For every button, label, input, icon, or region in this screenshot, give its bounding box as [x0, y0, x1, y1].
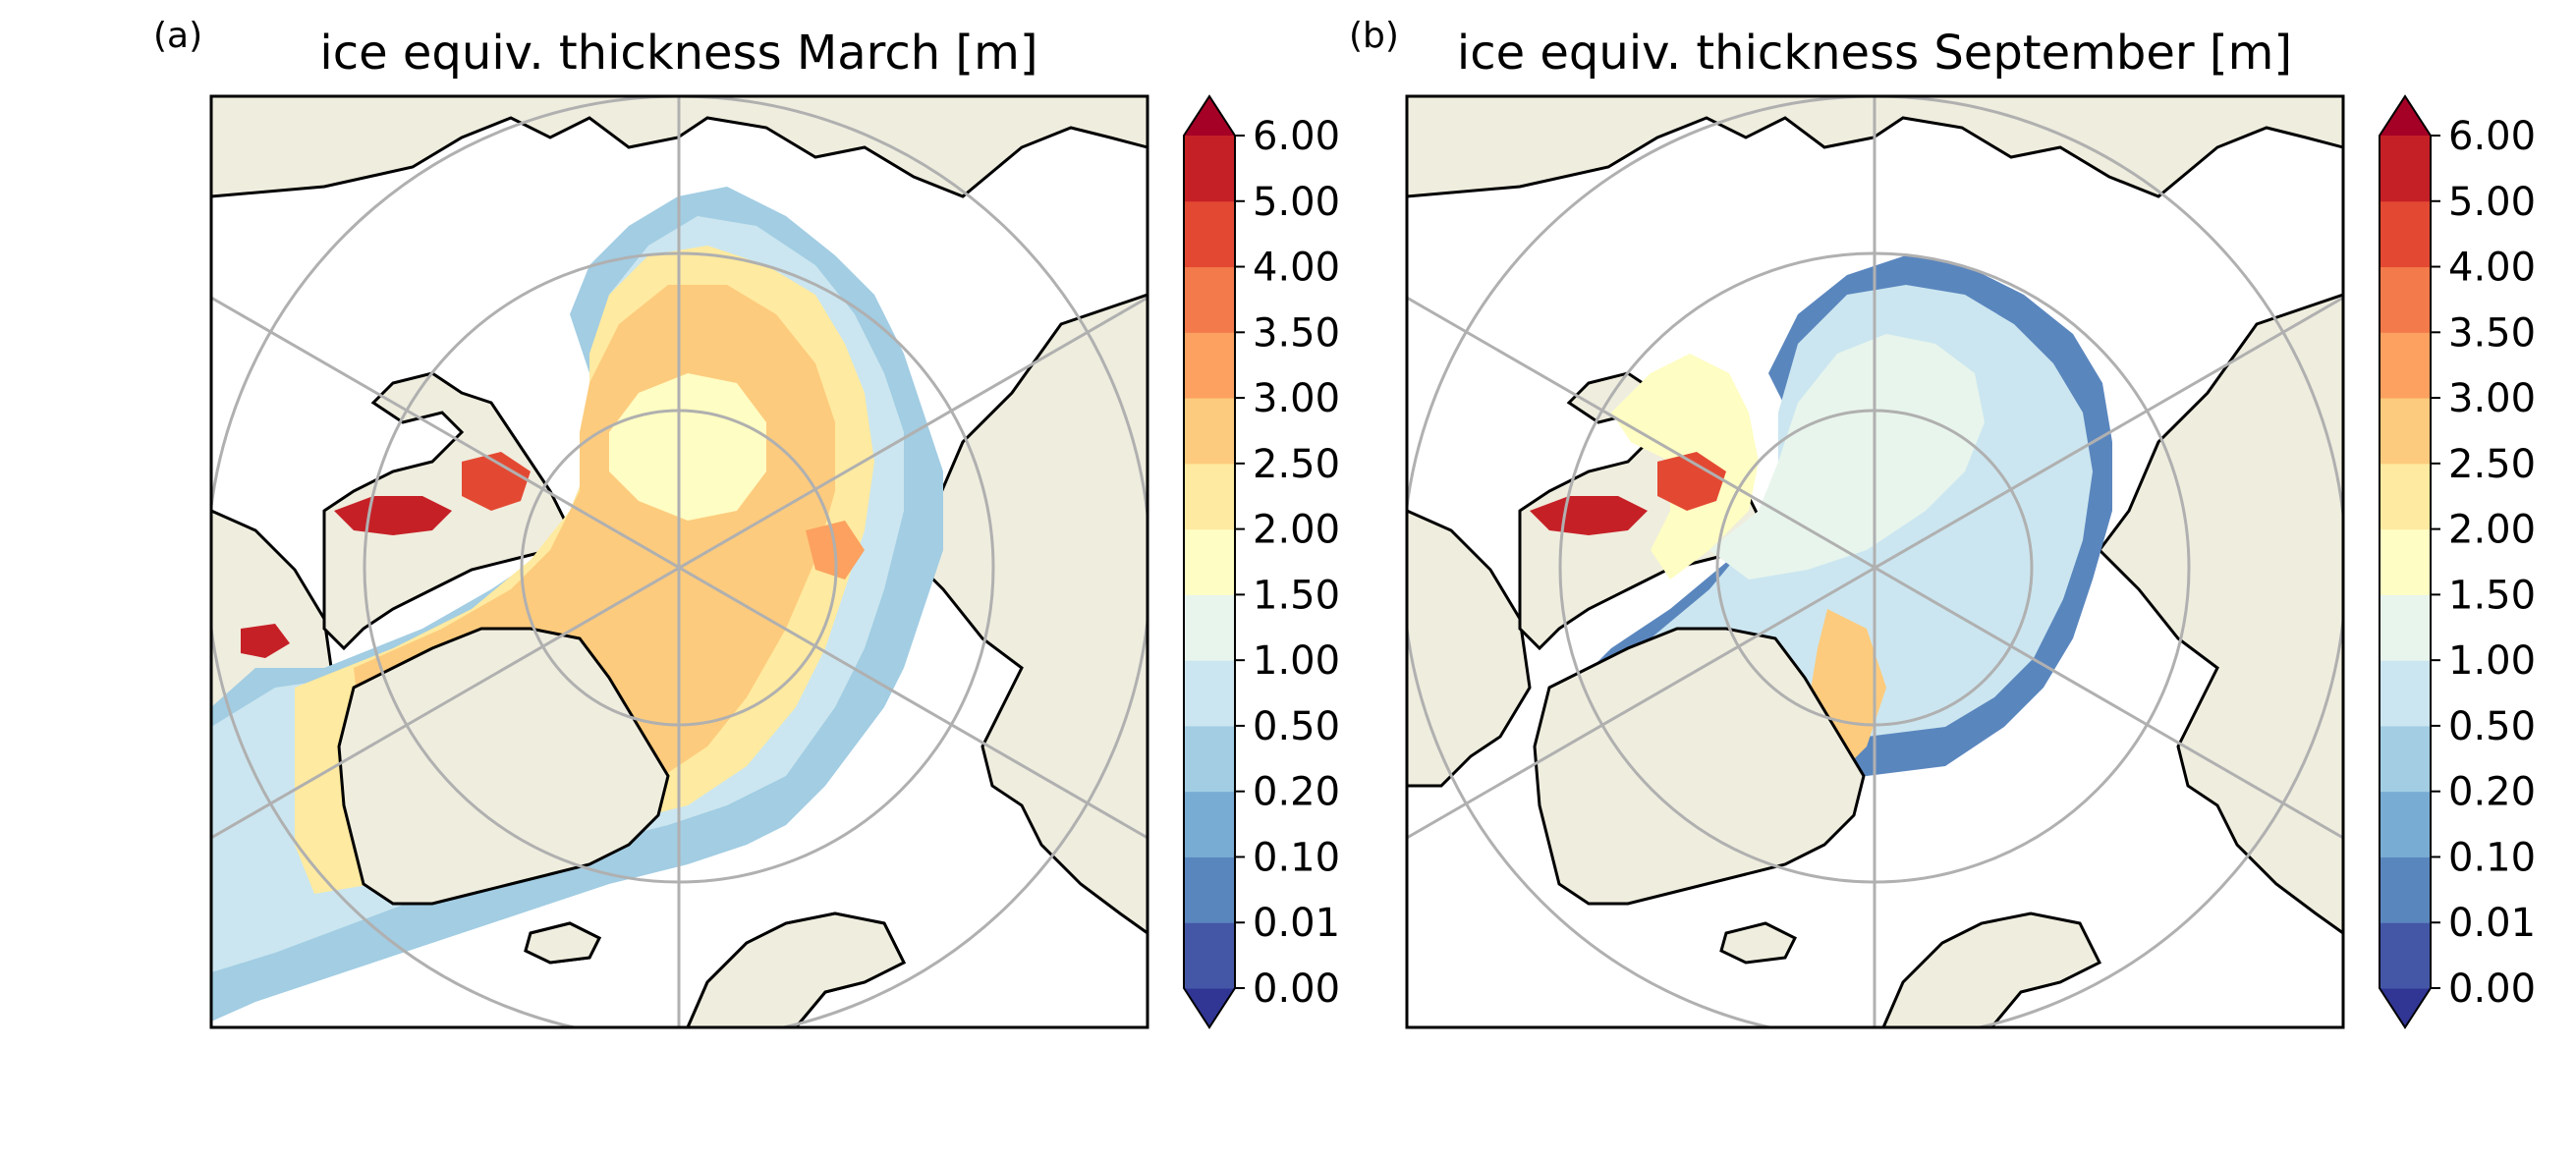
colorbar-segment	[1184, 922, 1235, 989]
ice-b-thick-2	[1657, 452, 1726, 511]
land-b-north-america	[1407, 509, 1532, 788]
panel-b-map	[1407, 96, 2343, 1027]
colorbar-segment	[2380, 791, 2431, 857]
panel-a-map	[211, 96, 1148, 1027]
colorbar-segment	[1184, 266, 1235, 333]
panel-a: (a) ice equiv. thickness March [m]	[153, 16, 1149, 1029]
land-b-scandinavia	[1881, 911, 2102, 1027]
ice-a-thick-3	[241, 624, 290, 658]
panel-b-graticule	[1407, 96, 2343, 1027]
colorbar-segment	[1184, 594, 1235, 661]
land-b-eurasia-top	[1407, 96, 2343, 198]
colorbar-tick-label: 2.00	[1253, 508, 1340, 553]
colorbar-tick-label: 6.00	[2448, 114, 2536, 159]
panel-b-letter: (b)	[1349, 16, 1399, 56]
colorbar-tick-label: 3.00	[2448, 376, 2536, 421]
colorbar-tick-label: 2.50	[2448, 442, 2536, 487]
colorbar-segment	[1184, 528, 1235, 595]
panel-a-title: ice equiv. thickness March [m]	[319, 26, 1037, 81]
land-russia-east	[902, 293, 1148, 935]
colorbar-segment	[1184, 398, 1235, 465]
colorbar-segment	[2380, 332, 2431, 399]
colorbar-under-triangle	[2380, 988, 2431, 1027]
colorbar-tick-label: 5.00	[2448, 180, 2536, 225]
colorbar-tick-label: 1.50	[1253, 573, 1340, 618]
colorbar-tick-label: 4.00	[2448, 246, 2536, 291]
colorbar-tick-label: 0.01	[2448, 901, 2536, 946]
colorbar-tick-label: 0.50	[2448, 704, 2536, 749]
colorbar-tick-label: 0.50	[1253, 704, 1340, 749]
colorbar-segment	[2380, 266, 2431, 333]
colorbar-tick-label: 1.00	[1253, 638, 1340, 684]
panel-b: (b) ice equiv. thickness September [m]	[1349, 16, 2345, 1029]
colorbar-b: 0.00 0.01 0.10 0.20 0.50 1.00 1.50 2.00 2.50 3.00…	[2379, 94, 2536, 1029]
colorbar-segment	[1184, 856, 1235, 923]
land-a-greenland-overlay	[337, 627, 670, 906]
panel-b-land-overlay	[1533, 627, 2102, 1027]
colorbar-tick-label: 0.00	[1253, 967, 1340, 1012]
colorbar-over-triangle	[2380, 96, 2431, 136]
colorbar-tick-label: 3.50	[1253, 310, 1340, 356]
colorbar-segment	[2380, 594, 2431, 661]
colorbar-segment	[1184, 332, 1235, 399]
colorbar-segment	[1184, 791, 1235, 857]
colorbar-under-triangle	[1184, 988, 1235, 1027]
colorbar-segment	[2380, 660, 2431, 727]
land-eurasia-top	[211, 96, 1148, 198]
colorbar-segment	[2380, 398, 2431, 465]
land-a-iceland-overlay	[524, 921, 602, 965]
colorbar-tick-label: 4.00	[1253, 246, 1340, 291]
colorbar-a: 0.00 0.01 0.10 0.20 0.50 1.00 1.50 2.00 2.50 3.00…	[1183, 94, 1340, 1029]
colorbar-segment	[2380, 200, 2431, 268]
colorbar-tick-label: 3.50	[2448, 310, 2536, 356]
meridian-120	[211, 296, 1148, 840]
land-b-greenland	[1533, 627, 1866, 906]
colorbar-tick-label: 6.00	[1253, 114, 1340, 159]
colorbar-segment	[2380, 136, 2431, 202]
colorbar-tick-label: 2.50	[1253, 442, 1340, 487]
ice-a-core	[609, 373, 766, 521]
panel-a-letter: (a)	[153, 16, 202, 56]
colorbar-tick-label: 0.20	[2448, 770, 2536, 815]
land-b-russia-east	[2098, 293, 2343, 935]
panel-a-graticule	[211, 96, 1148, 1027]
colorbar-tick-label: 1.00	[2448, 638, 2536, 684]
colorbar-tick-label: 2.00	[2448, 508, 2536, 553]
colorbar-segment	[1184, 136, 1235, 202]
meridian-120	[1407, 296, 2343, 840]
colorbar-segment	[1184, 200, 1235, 268]
ice-a-thick-1	[334, 496, 452, 535]
panel-b-frame	[1405, 94, 2345, 1029]
colorbar-segment	[2380, 463, 2431, 530]
panel-a-land-overlay	[337, 627, 907, 1027]
land-a-scand-overlay	[686, 911, 907, 1027]
colorbar-segment	[2380, 922, 2431, 989]
colorbar-segment	[1184, 725, 1235, 793]
colorbar-tick-label: 0.00	[2448, 967, 2536, 1012]
colorbar-tick-label: 0.01	[1253, 901, 1340, 946]
colorbar-tick-label: 3.00	[1253, 376, 1340, 421]
colorbar-tick-label: 0.10	[1253, 835, 1340, 880]
ice-a-thick-2	[462, 452, 531, 511]
colorbar-segment	[1184, 660, 1235, 727]
ice-b-light	[1709, 334, 1985, 580]
colorbar-over-triangle	[1184, 96, 1235, 136]
colorbar-segment	[1184, 463, 1235, 530]
colorbar-segment	[2380, 725, 2431, 793]
colorbar-segment	[2380, 528, 2431, 595]
colorbar-segment	[2380, 856, 2431, 923]
colorbar-tick-label: 0.10	[2448, 835, 2536, 880]
panel-a-frame	[209, 94, 1149, 1029]
colorbar-tick-label: 0.20	[1253, 770, 1340, 815]
land-b-iceland	[1719, 921, 1798, 965]
panel-b-title: ice equiv. thickness September [m]	[1457, 26, 2292, 81]
ice-b-thick-1	[1530, 496, 1648, 535]
colorbar-tick-label: 1.50	[2448, 573, 2536, 618]
colorbar-tick-label: 5.00	[1253, 180, 1340, 225]
